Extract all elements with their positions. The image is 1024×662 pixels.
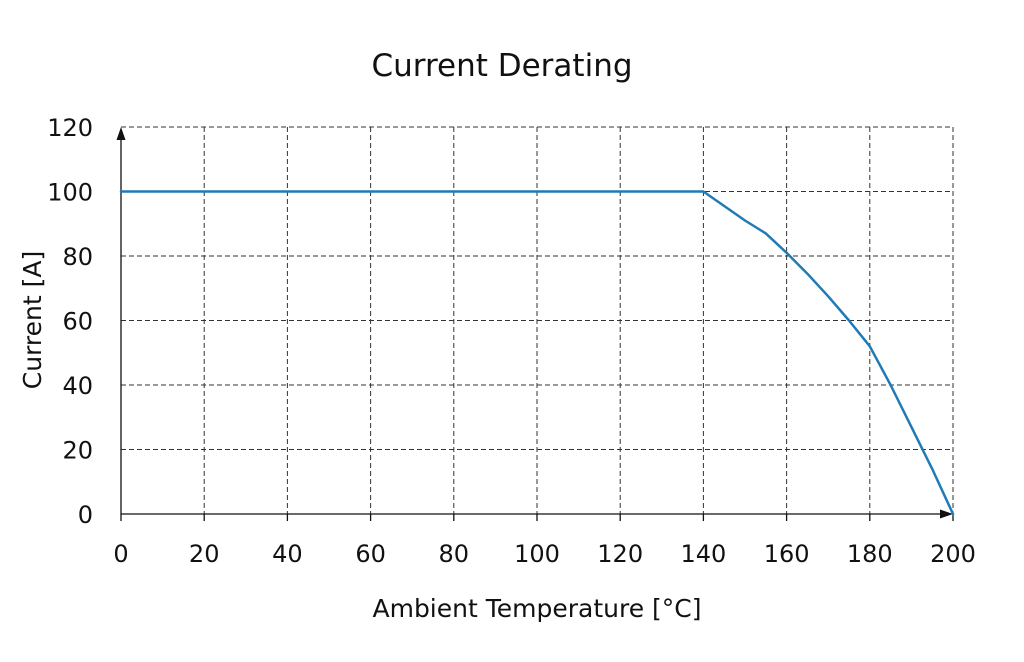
x-axis-title: Ambient Temperature [°C]	[372, 594, 701, 623]
y-tick-label: 120	[47, 114, 93, 142]
y-tick-label: 0	[78, 501, 93, 529]
x-tick-labels: 0 20 40 60 80 100 120 140 160 180 200	[113, 514, 976, 568]
x-tick-label: 0	[113, 540, 128, 568]
y-tick-labels: 0 20 40 60 80 100 120	[47, 114, 93, 529]
x-tick-label: 180	[847, 540, 893, 568]
x-tick-label: 200	[930, 540, 976, 568]
x-axis-arrow-icon	[940, 509, 953, 519]
y-axis-title: Current [A]	[18, 251, 47, 389]
axes	[116, 127, 953, 519]
current-derating-line	[119, 190, 955, 516]
x-tick-label: 100	[514, 540, 560, 568]
y-tick-label: 80	[62, 243, 93, 271]
y-axis-arrow-icon	[116, 127, 126, 140]
grid-lines	[121, 126, 954, 514]
x-tick-label: 140	[680, 540, 726, 568]
chart-title: Current Derating	[371, 48, 632, 84]
y-tick-label: 100	[47, 179, 93, 207]
y-tick-label: 60	[62, 308, 93, 336]
y-tick-label: 40	[62, 372, 93, 400]
x-tick-label: 60	[355, 540, 386, 568]
series-layer	[119, 190, 955, 516]
x-tick-label: 40	[272, 540, 303, 568]
x-tick-label: 160	[764, 540, 810, 568]
x-tick-label: 120	[597, 540, 643, 568]
x-tick-label: 20	[189, 540, 220, 568]
x-tick-label: 80	[439, 540, 470, 568]
y-tick-label: 20	[62, 437, 93, 465]
